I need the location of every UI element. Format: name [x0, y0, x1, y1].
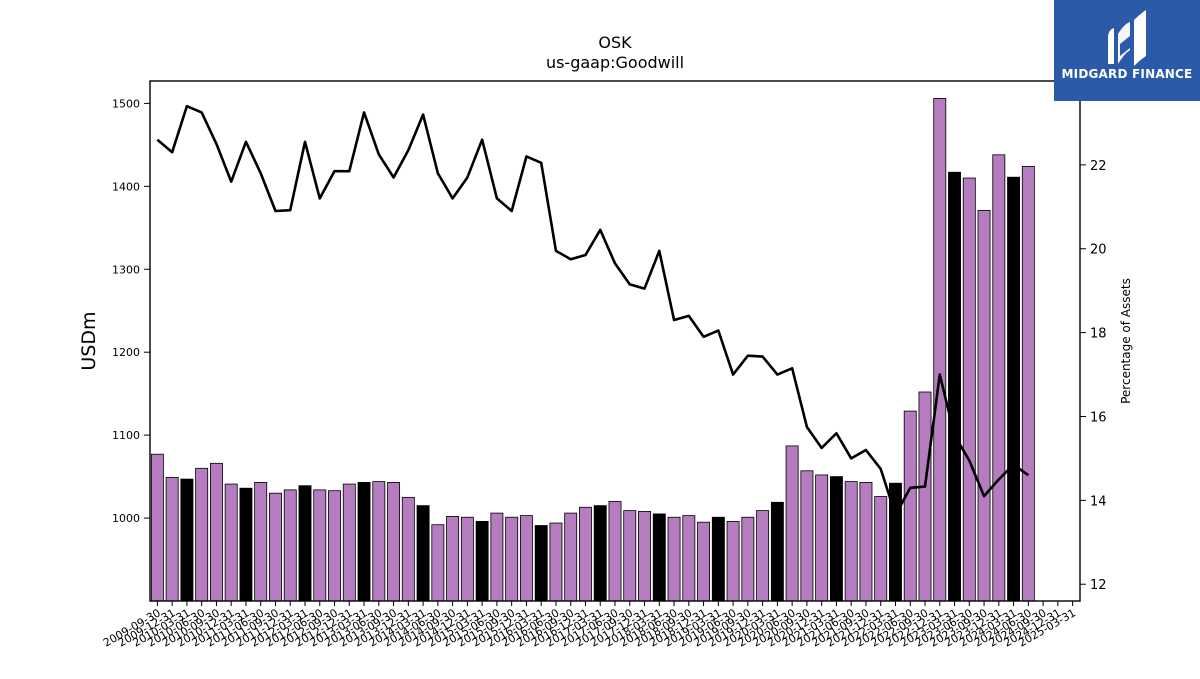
bar-2013-12-31 [401, 496, 415, 602]
y-tick-label-1400: 1400 [112, 180, 140, 193]
bar-2015-09-30 [505, 516, 519, 602]
bar-2021-12-31 [874, 496, 888, 602]
bar-2020-09-30 [800, 470, 814, 602]
bar-2010-06-30 [195, 467, 209, 602]
bar-2020-12-31 [815, 474, 829, 602]
bar-2022-06-30 [903, 410, 917, 602]
y2-tick-label-16: 16 [1090, 410, 1107, 425]
bar-2023-03-31 [948, 171, 961, 602]
bar-2012-12-31 [342, 483, 356, 602]
bar-2021-03-31 [829, 476, 843, 602]
bar-2015-06-30 [490, 512, 504, 602]
bar-2014-06-30 [431, 524, 445, 602]
bar-2018-09-30 [682, 515, 696, 602]
bar-2023-06-30 [962, 177, 976, 602]
y2-tick-label-18: 18 [1090, 327, 1107, 342]
bar-2021-09-30 [859, 481, 873, 602]
bar-2023-09-30 [977, 209, 991, 602]
y2-tick-label-14: 14 [1090, 494, 1107, 509]
bar-2010-03-31 [180, 478, 194, 602]
bar-2022-12-31 [933, 98, 947, 602]
chart-title: OSK [598, 33, 632, 52]
y-tick-label-1300: 1300 [112, 263, 140, 276]
bar-2022-09-30 [918, 391, 932, 602]
bar-2017-09-30 [623, 510, 637, 602]
bar-2018-12-31 [697, 521, 711, 602]
bar-2011-09-30 [269, 492, 282, 602]
bar-2015-03-31 [475, 520, 489, 602]
bar-2023-12-31 [992, 154, 1006, 602]
bar-2024-03-31 [1007, 176, 1021, 602]
pct-assets-line [156, 104, 1030, 517]
bar-2017-03-31 [593, 505, 607, 602]
bar-2009-09-30 [150, 453, 164, 602]
bar-2019-06-30 [726, 520, 740, 602]
bar-2018-03-31 [652, 513, 666, 602]
bar-2015-12-31 [519, 515, 533, 602]
logo-mark-icon [1108, 10, 1146, 66]
bar-2014-12-31 [460, 516, 474, 602]
bar-2016-12-31 [579, 506, 592, 602]
bar-2011-06-30 [254, 481, 268, 602]
bar-2014-09-30 [446, 516, 460, 602]
bar-2018-06-30 [667, 516, 681, 602]
logo-text: MIDGARD FINANCE [1061, 67, 1193, 81]
plot-area: 1000110012001300140015001214161820222009… [78, 80, 1133, 650]
bar-2011-12-31 [283, 489, 297, 602]
y-tick-label-1000: 1000 [112, 512, 140, 525]
chart-subtitle: us-gaap:Goodwill [546, 53, 684, 72]
y2-axis-label: Percentage of Assets [1119, 278, 1133, 404]
logo: MIDGARD FINANCE [1054, 0, 1200, 101]
y2-tick-label-22: 22 [1090, 159, 1107, 174]
y-tick-label-1500: 1500 [112, 97, 140, 110]
bar-2013-09-30 [387, 481, 401, 602]
bar-2010-12-31 [224, 483, 238, 602]
bar-2012-06-30 [313, 489, 327, 602]
bar-2012-09-30 [328, 490, 341, 602]
bar-2016-09-30 [564, 512, 578, 602]
y-tick-label-1100: 1100 [112, 429, 140, 442]
bar-2019-12-31 [756, 510, 770, 602]
y-tick-label-1200: 1200 [112, 346, 140, 359]
bar-2016-06-30 [549, 522, 563, 602]
y2-tick-label-20: 20 [1090, 243, 1107, 258]
y2-tick-label-12: 12 [1090, 578, 1107, 593]
bar-2009-12-31 [165, 477, 179, 602]
bar-2017-06-30 [608, 501, 622, 602]
bar-2024-06-30 [1021, 166, 1035, 602]
bar-2013-06-30 [372, 481, 386, 602]
bar-2010-09-30 [209, 462, 223, 602]
bar-2016-03-31 [534, 525, 548, 602]
bar-2014-03-31 [416, 505, 430, 602]
bar-2012-03-31 [298, 485, 312, 602]
bar-2020-06-30 [785, 445, 799, 602]
bar-2017-12-31 [638, 511, 651, 602]
bar-2013-03-31 [357, 481, 371, 602]
bar-2019-03-31 [711, 516, 725, 602]
bar-2021-06-30 [844, 481, 858, 602]
bar-2020-03-31 [770, 501, 784, 602]
bar-2011-03-31 [239, 487, 253, 602]
bar-2019-09-30 [741, 516, 755, 602]
y-axis-label: USDm [78, 311, 100, 370]
